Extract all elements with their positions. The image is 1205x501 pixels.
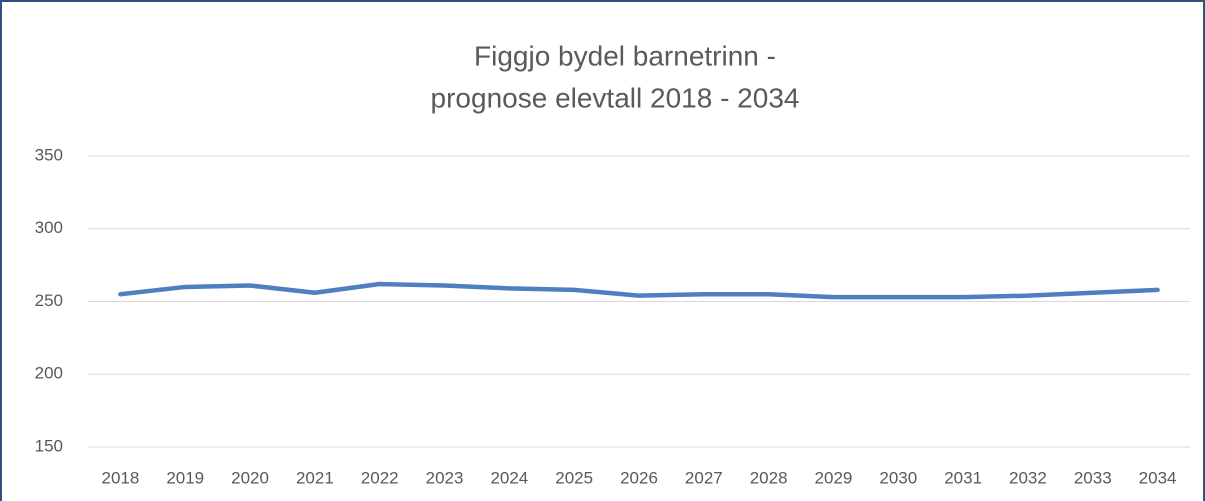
data-line (118, 281, 1160, 300)
x-tick-label: 2031 (944, 468, 982, 487)
x-tick-label: 2034 (1139, 468, 1177, 487)
x-tick-label: 2025 (555, 468, 593, 487)
x-tick-label: 2032 (1009, 468, 1047, 487)
x-tick-label: 2023 (426, 468, 464, 487)
x-tick-label: 2028 (750, 468, 788, 487)
chart-title: Figgjo bydel barnetrinn - (474, 40, 776, 71)
y-tick-label: 250 (35, 291, 63, 310)
chart-title: prognose elevtall 2018 - 2034 (431, 82, 800, 113)
x-tick-label: 2033 (1074, 468, 1112, 487)
x-tick-label: 2020 (231, 468, 269, 487)
x-tick-label: 2024 (490, 468, 528, 487)
x-tick-label: 2029 (815, 468, 853, 487)
x-tick-label: 2018 (101, 468, 139, 487)
x-tick-label: 2026 (620, 468, 658, 487)
x-tick-label: 2030 (879, 468, 917, 487)
y-tick-label: 200 (35, 364, 63, 383)
y-tick-label: 350 (35, 145, 63, 164)
x-tick-label: 2019 (166, 468, 204, 487)
y-tick-label: 150 (35, 436, 63, 455)
x-tick-label: 2022 (361, 468, 399, 487)
x-tick-label: 2027 (685, 468, 723, 487)
y-tick-label: 300 (35, 218, 63, 237)
x-tick-label: 2021 (296, 468, 334, 487)
